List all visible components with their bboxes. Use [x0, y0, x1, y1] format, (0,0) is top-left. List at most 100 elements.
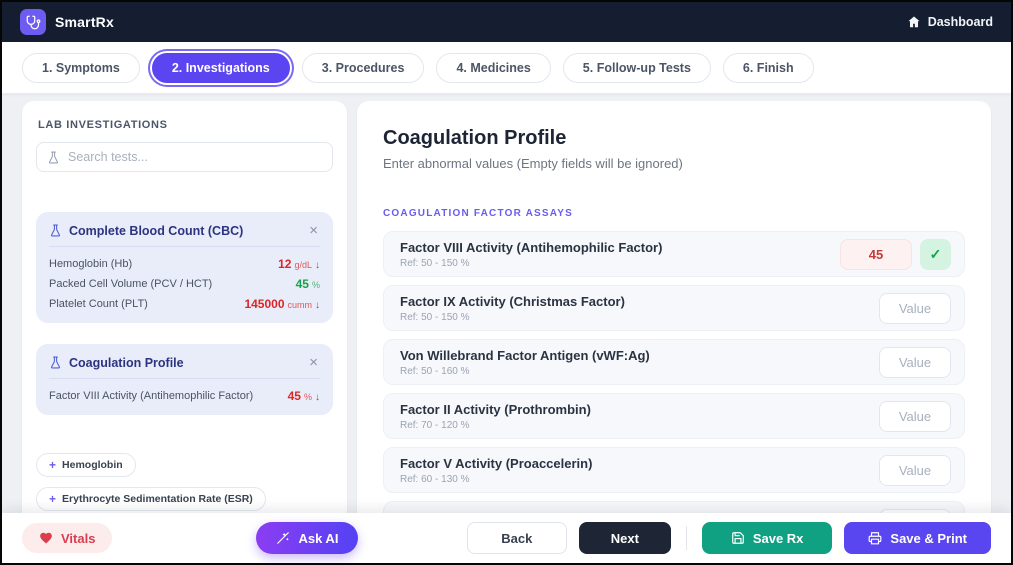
save-print-button[interactable]: Save & Print [844, 522, 991, 554]
stethoscope-icon [20, 9, 46, 35]
assay-actions: ✓ [879, 346, 951, 378]
main-panel: Coagulation Profile Enter abnormal value… [357, 101, 991, 513]
lab-sidebar: LAB INVESTIGATIONS Complete Blood Count … [22, 101, 347, 513]
plus-icon: + [49, 458, 57, 472]
add-test-chip[interactable]: + Hemoglobin [36, 453, 136, 477]
check-icon[interactable]: ✓ [920, 238, 951, 270]
selected-test-title: Coagulation Profile [69, 355, 184, 370]
close-icon[interactable]: × [309, 354, 318, 371]
action-bar: Vitals Ask AI Back Next Save Rx Save & P… [2, 513, 1011, 563]
flask-icon [48, 151, 59, 163]
result-row: Packed Cell Volume (PCV / HCT) 45%↓ [49, 274, 320, 294]
step-tabs: 1. Symptoms 2. Investigations 3. Procedure… [2, 42, 1011, 94]
assay-value-input[interactable] [840, 238, 912, 270]
brand: SmartRx [20, 9, 114, 35]
selected-test-header: Complete Blood Count (CBC) × [49, 223, 320, 247]
selected-test-title: Complete Blood Count (CBC) [69, 223, 244, 238]
assay-actions: ✓ [879, 292, 951, 324]
result-value: 45%↓ [295, 277, 320, 291]
assay-value-input[interactable] [879, 292, 951, 324]
ask-ai-button[interactable]: Ask AI [256, 522, 359, 554]
close-icon[interactable]: × [309, 222, 318, 239]
assay-reference-range: Ref: 60 - 130 % [400, 473, 470, 485]
down-arrow-icon: ↓ [315, 260, 320, 271]
selected-tests: Complete Blood Count (CBC) × Hemoglobin … [36, 212, 333, 415]
plus-icon: + [49, 492, 57, 506]
assay-actions: ✓ [879, 508, 951, 513]
save-rx-label: Save Rx [752, 530, 804, 546]
printer-icon [868, 532, 882, 545]
assay-name: Factor V Activity (Proaccelerin) [400, 455, 593, 471]
heart-icon [40, 532, 52, 544]
step-tab[interactable]: 4. Medicines [436, 52, 551, 83]
assay-row: Factor VIII Activity (Antihemophilic Fac… [383, 231, 965, 277]
assay-value-input[interactable] [879, 346, 951, 378]
assay-info: Factor IX Activity (Christmas Factor) Re… [400, 294, 625, 323]
assay-actions: ✓ [879, 454, 951, 486]
dashboard-link[interactable]: Dashboard [907, 15, 993, 29]
assay-info: Von Willebrand Factor Antigen (vWF:Ag) R… [400, 348, 650, 377]
chip-label: Hemoglobin [62, 459, 123, 471]
assay-row: Factor VII Activity (Proconvertin) ✓ [383, 501, 965, 513]
down-arrow-icon: ↓ [315, 300, 320, 311]
assay-value-input[interactable] [879, 400, 951, 432]
save-icon [731, 532, 744, 544]
result-label: Platelet Count (PLT) [49, 298, 148, 310]
ask-ai-label: Ask AI [298, 530, 339, 546]
suggested-tests: + Hemoglobin + Erythrocyte Sedimentation… [36, 453, 333, 513]
brand-name: SmartRx [55, 14, 114, 30]
step-tab[interactable]: 6. Finish [722, 52, 814, 83]
vitals-label: Vitals [61, 530, 96, 546]
home-icon [908, 16, 920, 28]
vitals-button[interactable]: Vitals [22, 523, 113, 553]
selected-test-header: Coagulation Profile × [49, 355, 320, 379]
assay-actions: ✓ [879, 400, 951, 432]
sidebar-title: LAB INVESTIGATIONS [38, 119, 168, 131]
result-rows: Factor VIII Activity (Antihemophilic Fac… [49, 379, 320, 406]
assay-reference-range: Ref: 70 - 120 % [400, 419, 470, 431]
assay-value-input[interactable] [879, 454, 951, 486]
assay-row: Factor IX Activity (Christmas Factor) Re… [383, 285, 965, 331]
step-tab[interactable]: 2. Investigations [151, 52, 290, 83]
flask-icon [50, 224, 61, 237]
result-value: 12 g/dL ↓ [278, 257, 320, 271]
result-row: Factor VIII Activity (Antihemophilic Fac… [49, 386, 320, 406]
assay-row: Factor II Activity (Prothrombin) Ref: 70… [383, 393, 965, 439]
chip-label: Erythrocyte Sedimentation Rate (ESR) [62, 493, 253, 505]
assay-reference-range: Ref: 50 - 150 % [400, 311, 470, 323]
next-button[interactable]: Next [578, 522, 671, 554]
page-title: Coagulation Profile [383, 127, 567, 149]
section-header: COAGULATION FACTOR ASSAYS [383, 208, 574, 219]
assay-name: Factor IX Activity (Christmas Factor) [400, 293, 625, 309]
step-tab[interactable]: 3. Procedures [301, 52, 425, 83]
assay-info: Factor V Activity (Proaccelerin) Ref: 60… [400, 456, 592, 485]
top-bar: SmartRx Dashboard [2, 2, 1011, 42]
assay-list: Factor VIII Activity (Antihemophilic Fac… [383, 231, 965, 513]
test-search [36, 142, 333, 172]
assay-row: Factor V Activity (Proaccelerin) Ref: 60… [383, 447, 965, 493]
assay-info: Factor VIII Activity (Antihemophilic Fac… [400, 240, 662, 269]
assay-reference-range: Ref: 50 - 160 % [400, 365, 470, 377]
add-test-chip[interactable]: + Erythrocyte Sedimentation Rate (ESR) [36, 487, 266, 511]
step-tab[interactable]: 5. Follow-up Tests [562, 52, 711, 83]
divider [685, 526, 687, 550]
assay-actions: ✓ [840, 238, 951, 270]
search-input[interactable] [68, 150, 322, 164]
assay-info: Factor II Activity (Prothrombin) Ref: 70… [400, 402, 591, 431]
page-subtitle: Enter abnormal values (Empty fields will… [383, 156, 683, 171]
flask-icon [50, 356, 61, 369]
assay-name: Von Willebrand Factor Antigen (vWF:Ag) [400, 347, 650, 363]
dashboard-label: Dashboard [927, 15, 993, 29]
back-button[interactable]: Back [466, 522, 567, 554]
result-value: 145000 cumm ↓ [244, 297, 320, 311]
step-tab[interactable]: 1. Symptoms [22, 52, 140, 83]
selected-test-card: Coagulation Profile × Factor VIII Activi… [36, 344, 333, 415]
result-rows: Hemoglobin (Hb) 12 g/dL ↓ Packed Cell Volu… [49, 247, 320, 314]
content-area: LAB INVESTIGATIONS Complete Blood Count … [2, 94, 1011, 513]
save-rx-button[interactable]: Save Rx [701, 522, 833, 554]
assay-name: Factor II Activity (Prothrombin) [400, 401, 591, 417]
assay-name: Factor VIII Activity (Antihemophilic Fac… [400, 239, 663, 255]
save-print-label: Save & Print [890, 530, 967, 546]
magic-wand-icon [277, 532, 290, 544]
